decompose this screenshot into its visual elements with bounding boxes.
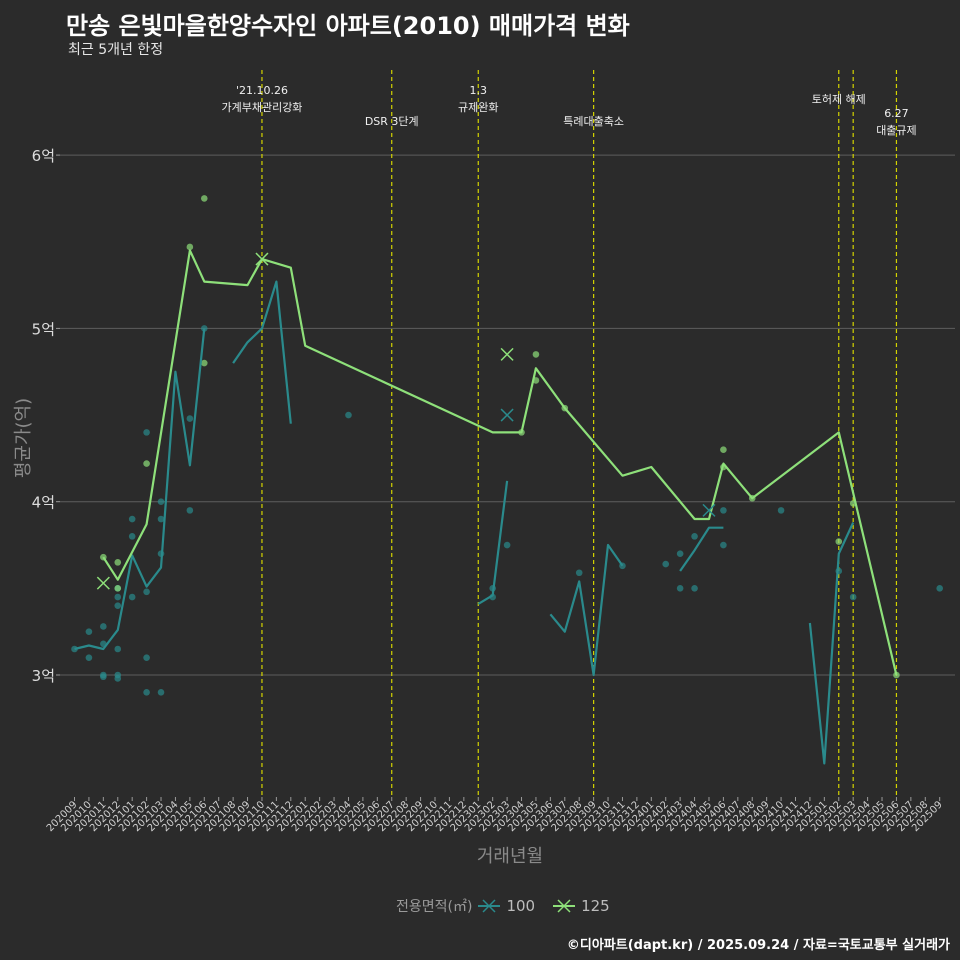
data-point-100 (662, 560, 670, 568)
data-point-100 (128, 515, 136, 523)
data-point-125 (200, 359, 208, 367)
data-point-100 (143, 654, 150, 661)
data-point-100 (157, 515, 165, 523)
data-point-100 (71, 645, 78, 653)
data-point-100 (691, 585, 698, 592)
series-line-125 (102, 249, 898, 676)
event-label: 규제완화 (458, 101, 498, 114)
x-marker-100 (500, 408, 514, 422)
legend-label-100: 100 (506, 897, 536, 915)
event-label: 가계부채관리강화 (221, 101, 302, 114)
series-line-100 (477, 480, 509, 605)
data-point-100 (777, 507, 785, 514)
data-point-100 (503, 541, 511, 549)
x-marker-125 (255, 252, 269, 266)
y-tick-label: 4억 (32, 494, 55, 512)
chart-subtitle: 최근 5개년 한정 (68, 42, 164, 58)
data-point-125 (835, 538, 843, 545)
legend-title: 전용면적(㎡) (396, 899, 473, 915)
y-axis-label: 평균가(억) (13, 397, 34, 479)
data-point-100 (85, 654, 93, 661)
data-point-100 (691, 533, 698, 540)
y-tick-label: 6억 (32, 147, 55, 165)
data-point-125 (114, 585, 122, 592)
legend: 전용면적(㎡) 100 125 (396, 896, 622, 916)
legend-key-100 (478, 899, 501, 913)
event-label: DSR 3단계 (365, 115, 419, 128)
data-point-100 (143, 429, 150, 436)
data-point-125 (143, 460, 150, 467)
data-point-100 (114, 645, 122, 653)
data-point-100 (100, 673, 107, 681)
data-point-100 (157, 498, 165, 506)
x-marker-100 (702, 503, 716, 517)
data-point-100 (128, 533, 136, 540)
data-point-125 (532, 351, 540, 358)
data-point-100 (186, 507, 194, 514)
data-point-100 (157, 689, 165, 696)
data-point-125 (720, 446, 727, 454)
event-label: 6.27 (884, 107, 909, 120)
data-point-100 (676, 550, 684, 557)
event-label: 대출규제 (876, 124, 916, 137)
data-point-100 (720, 507, 727, 514)
data-point-100 (143, 689, 150, 696)
data-point-100 (114, 675, 122, 682)
data-point-100 (720, 541, 727, 549)
event-label: 토허제 해제 (812, 92, 866, 106)
x-axis-label: 거래년월 (476, 846, 544, 867)
data-point-100 (100, 623, 107, 630)
series-line-100 (74, 328, 206, 651)
data-point-125 (186, 243, 194, 251)
data-point-100 (114, 602, 122, 609)
x-marker-125 (500, 347, 514, 361)
data-point-125 (200, 195, 208, 202)
chart-title: 만송 은빛마을한양수자인 아파트(2010) 매매가격 변화 (66, 12, 630, 40)
data-point-125 (893, 671, 900, 679)
y-tick-label: 5억 (32, 320, 55, 338)
data-point-100 (186, 415, 194, 422)
data-point-100 (143, 588, 150, 596)
event-label: 특례대출축소 (563, 115, 624, 128)
data-point-100 (676, 585, 684, 592)
series-line-100 (549, 543, 624, 677)
series-line-100 (232, 280, 292, 424)
series-line-100 (679, 526, 724, 572)
data-point-100 (936, 585, 943, 592)
series-line-100 (808, 522, 855, 765)
data-point-125 (114, 559, 122, 566)
legend-key-125 (553, 899, 576, 913)
y-tick-label: 3억 (32, 667, 55, 685)
event-label: '21.10.26 (236, 84, 288, 97)
data-point-100 (128, 593, 136, 601)
footer-credit: ©디아파트(dapt.kr) / 2025.09.24 / 자료=국토교통부 실… (566, 938, 950, 953)
data-point-100 (114, 593, 122, 601)
data-point-100 (85, 628, 93, 635)
data-point-100 (345, 411, 352, 419)
legend-label-125: 125 (581, 897, 610, 915)
data-point-100 (575, 569, 583, 577)
x-marker-125 (96, 576, 110, 590)
data-point-100 (849, 593, 857, 601)
event-label: 1.3 (470, 84, 488, 97)
